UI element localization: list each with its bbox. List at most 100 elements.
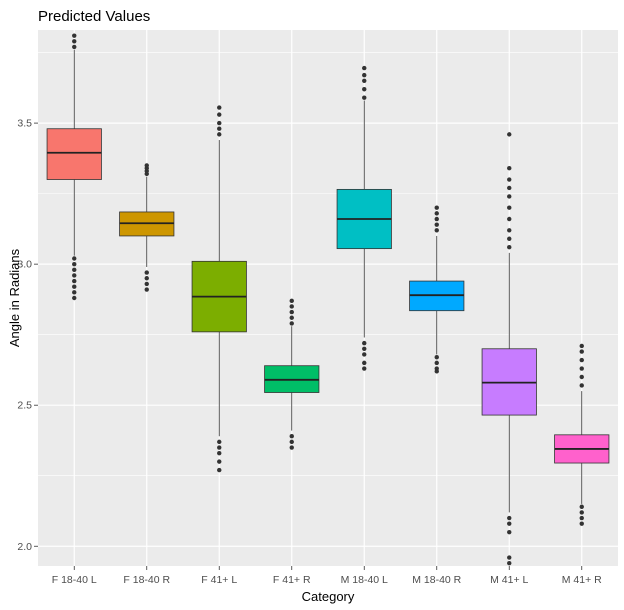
outlier-point xyxy=(579,343,584,349)
box-7 xyxy=(554,343,610,526)
outlier-point xyxy=(579,383,584,388)
outlier-point xyxy=(434,222,439,227)
outlier-point xyxy=(362,72,367,78)
outlier-point xyxy=(507,521,512,526)
box-3 xyxy=(264,298,320,450)
outlier-point xyxy=(289,298,294,304)
outlier-point xyxy=(144,287,149,292)
outlier-point xyxy=(362,352,367,357)
x-tick-label: F 41+ L xyxy=(201,574,237,586)
outlier-point xyxy=(217,132,222,137)
outlier-point xyxy=(507,529,512,535)
outlier-point xyxy=(507,132,512,137)
outlier-point xyxy=(72,267,77,272)
outlier-point xyxy=(72,39,77,44)
outlier-point xyxy=(434,205,439,210)
box-0 xyxy=(46,33,102,301)
outlier-point xyxy=(434,228,439,233)
outlier-point xyxy=(289,315,294,320)
box-6 xyxy=(481,132,537,566)
outlier-point xyxy=(217,120,222,126)
outlier-point xyxy=(507,560,512,566)
outlier-point xyxy=(289,434,294,439)
outlier-point xyxy=(72,284,77,289)
outlier-point xyxy=(434,369,439,374)
box-2 xyxy=(191,105,247,473)
box-body xyxy=(46,128,102,180)
outlier-point xyxy=(72,44,77,50)
plot-panel xyxy=(38,30,618,566)
outlier-point xyxy=(217,445,222,450)
y-axis: 2.0 2.5 3.0 3.5 xyxy=(17,118,38,553)
y-tick-label: 2.5 xyxy=(17,400,32,412)
outlier-point xyxy=(579,510,584,515)
outlier-point xyxy=(72,33,77,38)
outlier-point xyxy=(362,87,367,92)
outlier-point xyxy=(217,439,222,445)
outlier-point xyxy=(217,105,222,110)
x-tick-label: M 41+ L xyxy=(490,574,528,586)
outlier-point xyxy=(362,346,367,351)
outlier-point xyxy=(72,295,77,301)
outlier-point xyxy=(362,360,367,366)
outlier-point xyxy=(507,194,512,199)
x-tick-label: F 18-40 R xyxy=(123,574,170,586)
outlier-point xyxy=(217,467,222,473)
outlier-point xyxy=(217,112,222,117)
outlier-point xyxy=(434,355,439,360)
chart-title: Predicted Values xyxy=(38,8,150,25)
outlier-point xyxy=(289,445,294,450)
outlier-point xyxy=(72,273,77,278)
box-4 xyxy=(336,65,392,371)
x-tick-label: F 41+ R xyxy=(273,574,311,586)
x-axis: F 18-40 L F 18-40 R F 41+ L F 41+ R M 18-40 … xyxy=(52,566,602,586)
outlier-point xyxy=(144,281,149,287)
y-axis-title: Angle in Radians xyxy=(7,248,22,347)
outlier-point xyxy=(362,366,367,371)
outlier-point xyxy=(579,374,584,380)
x-tick-label: M 41+ R xyxy=(562,574,602,586)
outlier-point xyxy=(579,349,584,354)
y-tick-label: 2.0 xyxy=(17,541,32,553)
outlier-point xyxy=(507,185,512,191)
outlier-point xyxy=(289,309,294,315)
outlier-point xyxy=(434,211,439,216)
y-tick-label: 3.0 xyxy=(17,259,32,271)
box-1 xyxy=(119,163,175,292)
outlier-point xyxy=(72,290,77,295)
box-series xyxy=(46,33,610,566)
outlier-point xyxy=(72,261,77,267)
box-5 xyxy=(409,205,465,374)
outlier-point xyxy=(507,177,512,182)
outlier-point xyxy=(507,236,512,241)
outlier-point xyxy=(289,321,294,326)
outlier-point xyxy=(217,450,222,456)
outlier-point xyxy=(579,504,584,509)
x-tick-label: F 18-40 L xyxy=(52,574,97,586)
outlier-point xyxy=(362,65,367,71)
outlier-point xyxy=(72,278,77,284)
outlier-point xyxy=(507,228,512,233)
x-tick-label: M 18-40 L xyxy=(341,574,388,586)
outlier-point xyxy=(434,216,439,222)
outlier-point xyxy=(579,521,584,526)
outlier-point xyxy=(507,555,512,560)
outlier-point xyxy=(362,95,367,100)
outlier-point xyxy=(289,439,294,445)
outlier-point xyxy=(217,126,222,131)
outlier-point xyxy=(72,256,77,261)
x-axis-title: Category xyxy=(302,589,355,604)
outlier-point xyxy=(507,515,512,521)
outlier-point xyxy=(144,276,149,281)
outlier-point xyxy=(579,357,584,363)
outlier-point xyxy=(217,459,222,464)
outlier-point xyxy=(579,515,584,521)
outlier-point xyxy=(144,163,149,168)
outlier-point xyxy=(507,216,512,222)
outlier-point xyxy=(434,360,439,366)
outlier-point xyxy=(289,304,294,309)
y-tick-label: 3.5 xyxy=(17,118,32,130)
outlier-point xyxy=(507,205,512,210)
outlier-point xyxy=(362,78,367,83)
